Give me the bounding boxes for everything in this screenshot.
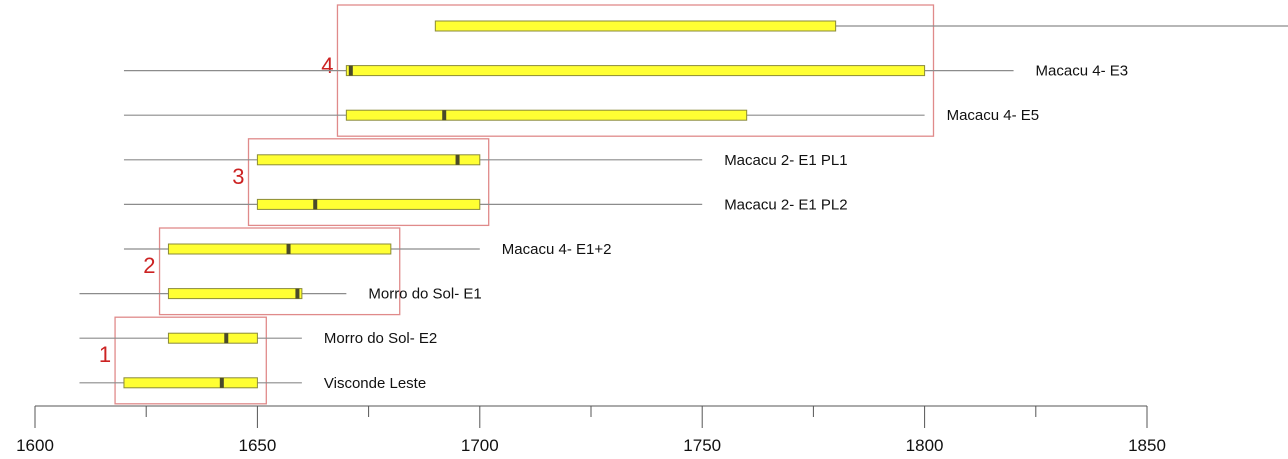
range-bar: [256, 154, 481, 166]
row-label: Morro do Sol- E1: [368, 286, 481, 303]
chart-row: Visconde Leste: [79, 375, 426, 392]
row-label: Morro do Sol- E2: [324, 330, 437, 347]
range-bar: [256, 198, 481, 210]
group-number: 1: [99, 342, 111, 367]
median-marker: [455, 154, 460, 165]
range-bar: [167, 332, 258, 344]
chart-row: Morro do Sol- E2: [79, 330, 437, 347]
row-label: Macacu 4- E3: [1036, 63, 1129, 80]
median-marker: [313, 199, 318, 210]
chart-row: Morro do Sol- E1: [79, 286, 482, 303]
chart-rows: Macacu 2- E1 PO1 Macacu 4- E3 Macacu 4- E5…: [79, 20, 1288, 392]
x-axis: 1600 1650 1700 1750 1800 1850: [16, 405, 1166, 455]
x-tick-label: 1700: [461, 436, 499, 455]
median-marker: [442, 110, 447, 121]
row-label: Visconde Leste: [324, 375, 426, 392]
x-tick-label: 1650: [238, 436, 276, 455]
median-marker: [295, 288, 300, 299]
median-marker: [219, 377, 224, 388]
group-box: [158, 227, 401, 316]
range-bar: [167, 243, 392, 255]
row-label: Macacu 2- E1 PL1: [724, 152, 847, 169]
chart-row: Macacu 4- E5: [123, 107, 1040, 124]
median-marker: [286, 244, 291, 254]
x-tick-label: 1850: [1128, 436, 1166, 455]
range-bar: [434, 20, 837, 32]
group-boxes: 4 3 2 1: [99, 4, 935, 405]
row-label: Macacu 2- E1 PL2: [724, 196, 847, 213]
median-marker: [224, 333, 229, 344]
group-number: 3: [232, 164, 244, 189]
chart-row: Macacu 2- E1 PL1: [123, 152, 848, 169]
range-bar: [123, 377, 258, 389]
chart-row: Macacu 4- E3: [123, 63, 1129, 80]
group-number: 4: [321, 53, 333, 78]
group-box: [114, 316, 267, 405]
range-bar: [167, 288, 303, 300]
x-tick-label: 1600: [16, 436, 54, 455]
median-marker: [348, 65, 353, 76]
group-number: 2: [143, 253, 155, 278]
range-bar: [345, 65, 926, 77]
range-bar: [345, 109, 748, 121]
x-tick-label: 1800: [906, 436, 944, 455]
row-label: Macacu 4- E1+2: [502, 241, 612, 258]
chart-row: Macacu 4- E1+2: [123, 241, 612, 258]
chart-row: Macacu 2- E1 PO1: [434, 20, 1288, 32]
chart-row: Macacu 2- E1 PL2: [123, 196, 848, 213]
x-tick-label: 1750: [683, 436, 721, 455]
row-label: Macacu 4- E5: [947, 107, 1040, 124]
group-box: [247, 138, 490, 227]
